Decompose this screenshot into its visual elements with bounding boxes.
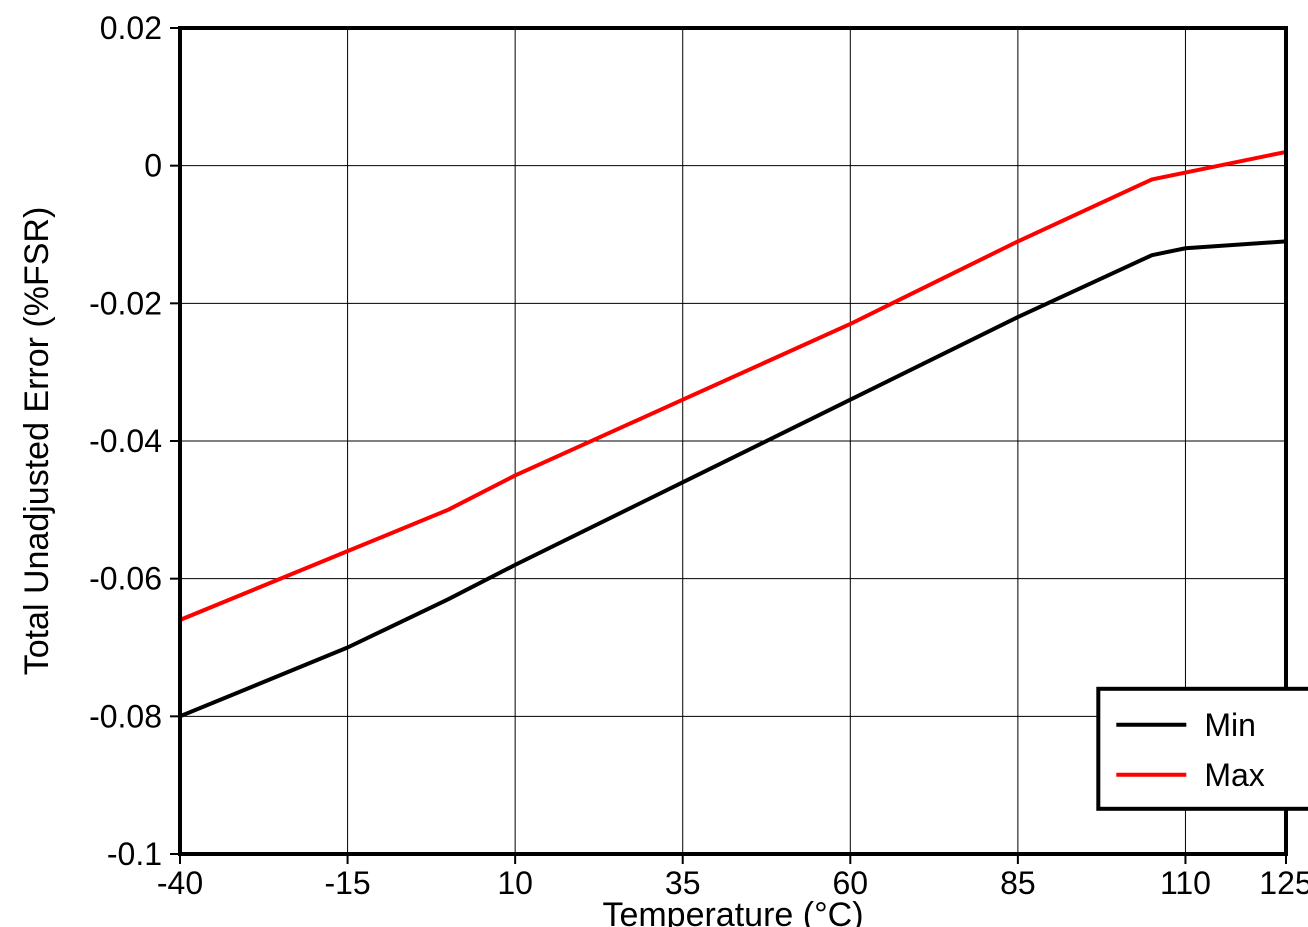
y-tick-label: 0 [144,148,162,184]
y-axis-label: Total Unadjusted Error (%FSR) [18,207,56,676]
x-tick-label: -15 [324,865,370,901]
legend: Min Max [1098,689,1308,809]
y-tick-label: -0.02 [89,285,162,321]
x-tick-label: -40 [157,865,203,901]
legend-label-min: Min [1204,707,1256,743]
y-tick-label: 0.02 [100,10,162,46]
x-tick-label: 110 [1160,865,1211,901]
y-tick-label: -0.06 [89,561,162,597]
x-axis-label: Temperature (°C) [602,896,863,927]
x-tick-label: 10 [497,865,533,901]
y-tick-label: -0.08 [89,698,162,734]
y-tick-label: -0.1 [107,836,162,872]
y-tick-label: -0.04 [89,423,162,459]
legend-label-max: Max [1204,757,1264,793]
x-tick-label: 85 [1000,865,1036,901]
x-tick-label: 125 [1259,865,1308,901]
error-vs-temperature-chart: -40-1510356085110125Temperature (°C)-0.1… [0,0,1308,927]
